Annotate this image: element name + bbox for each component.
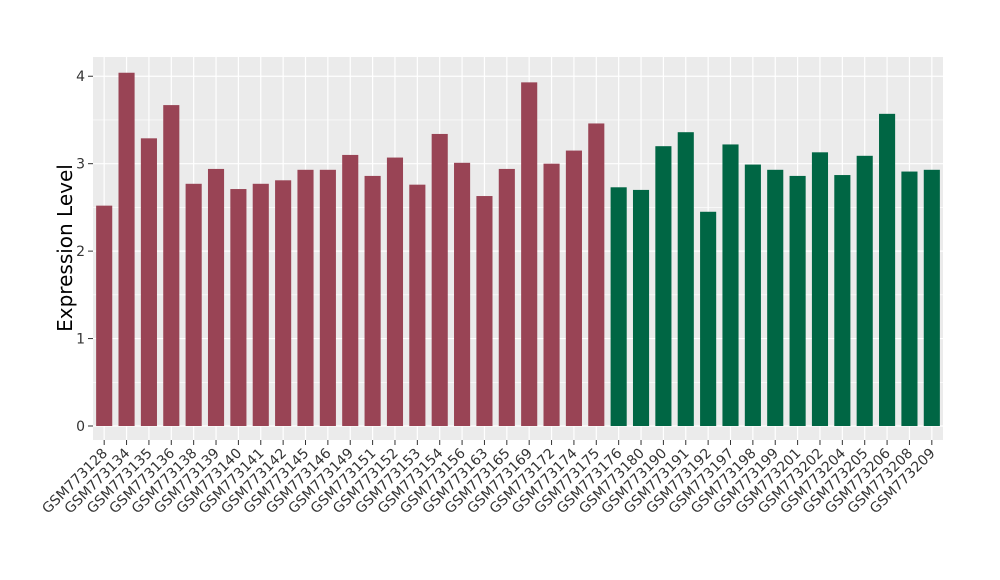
bar-GSM773172 bbox=[543, 163, 560, 427]
y-tick-label: 2 bbox=[76, 244, 85, 260]
bar-GSM773192 bbox=[700, 211, 717, 427]
bar-GSM773141 bbox=[252, 183, 269, 427]
bar-GSM773136 bbox=[163, 105, 180, 427]
bar-GSM773204 bbox=[834, 175, 851, 427]
bar-GSM773135 bbox=[140, 138, 157, 427]
y-tick-label: 0 bbox=[76, 419, 85, 435]
y-tick-label: 1 bbox=[76, 332, 85, 348]
bar-GSM773199 bbox=[767, 169, 784, 427]
bar-GSM773142 bbox=[275, 180, 292, 427]
bar-GSM773146 bbox=[319, 169, 336, 427]
bar-GSM773206 bbox=[879, 113, 896, 427]
bar-GSM773138 bbox=[185, 183, 202, 427]
bar-GSM773209 bbox=[923, 169, 940, 427]
bar-GSM773208 bbox=[901, 171, 918, 427]
bar-GSM773180 bbox=[632, 189, 650, 427]
bar-GSM773176 bbox=[610, 187, 627, 427]
bar-GSM773205 bbox=[856, 155, 873, 427]
bar-GSM773145 bbox=[297, 169, 314, 427]
bar-GSM773191 bbox=[677, 132, 694, 427]
bar-GSM773134 bbox=[118, 72, 135, 427]
bar-GSM773140 bbox=[230, 189, 247, 427]
bar-GSM773156 bbox=[454, 162, 471, 427]
bar-GSM773198 bbox=[744, 164, 761, 427]
bar-GSM773190 bbox=[655, 146, 672, 427]
y-axis: 0 1 2 3 4 bbox=[76, 69, 93, 435]
bar-GSM773153 bbox=[409, 184, 426, 427]
bar-GSM773154 bbox=[431, 133, 448, 427]
bar-GSM773169 bbox=[521, 82, 538, 427]
y-tick-label: 4 bbox=[76, 69, 85, 85]
bar-GSM773202 bbox=[811, 152, 829, 427]
bar-GSM773149 bbox=[342, 154, 359, 427]
bar-GSM773201 bbox=[789, 175, 806, 427]
bar-GSM773174 bbox=[565, 150, 582, 427]
bar-GSM773151 bbox=[364, 175, 381, 427]
bar-GSM773163 bbox=[476, 196, 493, 427]
y-axis-label: Expression Level bbox=[53, 164, 77, 332]
bars bbox=[96, 72, 940, 427]
y-tick-label: 3 bbox=[76, 157, 85, 173]
bar-GSM773175 bbox=[588, 123, 605, 427]
x-axis: GSM773128GSM773134GSM773135GSM773136GSM7… bbox=[39, 440, 939, 517]
bar-GSM773139 bbox=[207, 168, 225, 427]
bar-GSM773152 bbox=[386, 157, 404, 427]
bar-GSM773165 bbox=[498, 168, 515, 427]
bar-GSM773128 bbox=[96, 205, 113, 427]
bar-GSM773197 bbox=[722, 144, 739, 427]
